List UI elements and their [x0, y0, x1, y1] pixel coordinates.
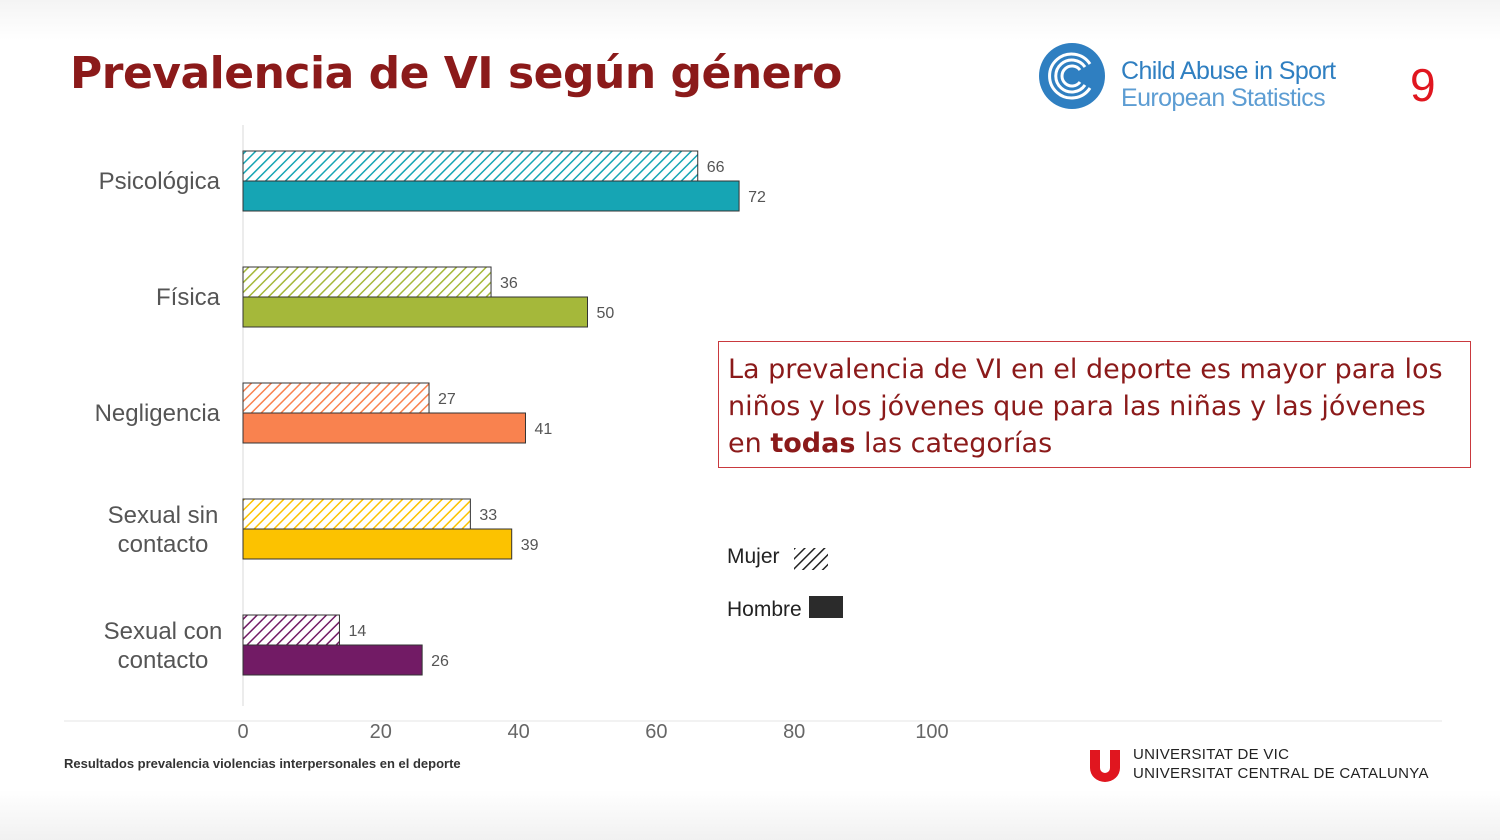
- x-tick-label: 40: [507, 721, 529, 743]
- x-tick-label: 100: [915, 721, 948, 743]
- category-label: Negligencia: [95, 400, 221, 427]
- bar-hombre: [242, 644, 423, 676]
- legend-swatch-mujer: [794, 548, 828, 570]
- category-label: Física: [156, 284, 221, 311]
- data-label: 36: [500, 275, 518, 292]
- data-label: 26: [431, 653, 449, 670]
- bar-hombre: [242, 180, 740, 212]
- callout-box: La prevalencia de VI en el deporte es ma…: [718, 341, 1471, 468]
- university-logo-icon: [1090, 750, 1120, 782]
- bar-hombre: [242, 412, 526, 444]
- logo-subtitle: European Statistics: [1121, 84, 1326, 112]
- category-label: Sexual sin contacto: [108, 502, 219, 558]
- data-label: 66: [707, 159, 725, 176]
- bar-hombre: [242, 296, 588, 328]
- legend-swatch-hombre: [809, 596, 843, 618]
- data-label: 27: [438, 391, 456, 408]
- data-label: 41: [534, 421, 552, 438]
- callout-emphasis: todas: [770, 428, 856, 459]
- university-name-secondary: UNIVERSITAT CENTRAL DE CATALUNYA: [1133, 765, 1429, 782]
- data-label: 33: [479, 507, 497, 524]
- category-label: Sexual con contacto: [104, 618, 223, 674]
- x-tick-label: 0: [237, 721, 248, 743]
- cas-logo-icon: [1039, 43, 1105, 109]
- legend-label-hombre: Hombre: [727, 598, 802, 621]
- bar-mujer: [242, 382, 430, 414]
- category-label: Psicológica: [99, 168, 221, 195]
- callout-text-end: las categorías: [855, 428, 1053, 459]
- bar-mujer: [242, 150, 699, 182]
- bar-mujer: [242, 266, 492, 298]
- slide-title: Prevalencia de VI según género: [70, 48, 842, 99]
- page-number: 9: [1410, 59, 1436, 111]
- data-label: 39: [521, 537, 539, 554]
- legend-label-mujer: Mujer: [727, 545, 780, 568]
- data-label: 14: [348, 623, 366, 640]
- bar-hombre: [242, 528, 513, 560]
- data-label: 72: [748, 189, 766, 206]
- x-tick-label: 60: [645, 721, 667, 743]
- university-name: UNIVERSITAT DE VIC: [1133, 746, 1290, 763]
- data-label: 50: [597, 305, 615, 322]
- bar-mujer: [242, 614, 340, 646]
- bar-mujer: [242, 498, 471, 530]
- footnote: Resultados prevalencia violencias interp…: [64, 756, 461, 771]
- callout-text: La prevalencia de VI en el deporte es ma…: [728, 354, 1443, 459]
- logo-title: Child Abuse in Sport: [1121, 57, 1336, 85]
- x-tick-label: 20: [370, 721, 392, 743]
- x-tick-label: 80: [783, 721, 805, 743]
